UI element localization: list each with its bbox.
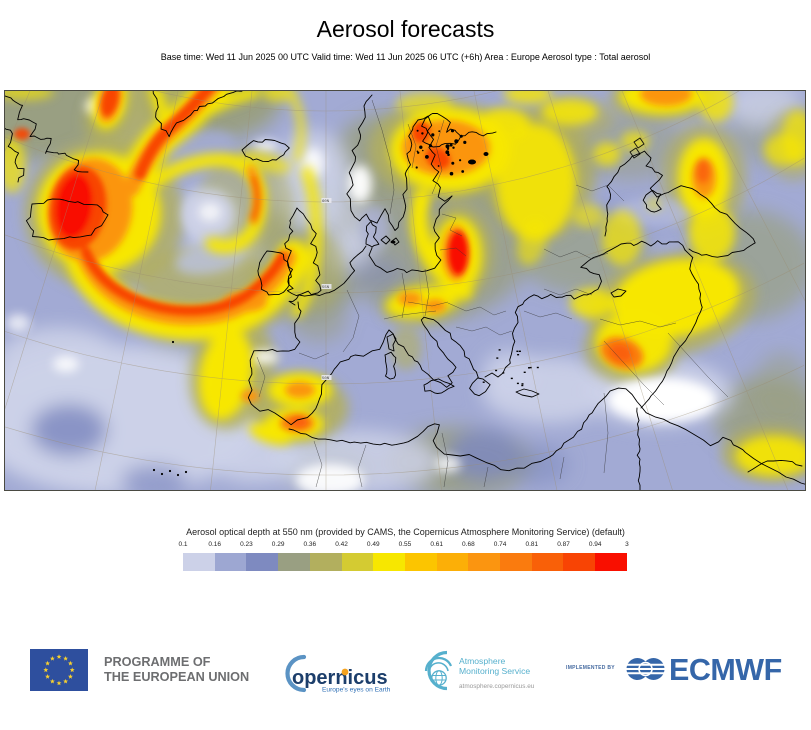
svg-text:Atmosphere: Atmosphere [459,656,506,666]
svg-text:Europe's eyes on Earth: Europe's eyes on Earth [322,687,390,694]
svg-text:ECMWF: ECMWF [669,657,782,683]
svg-text:55N: 55N [322,286,330,290]
svg-text:opernicus: opernicus [292,667,388,689]
svg-text:atmosphere.copernicus.eu: atmosphere.copernicus.eu [459,683,535,690]
svg-text:60N: 60N [322,200,330,204]
svg-text:50N: 50N [322,377,330,381]
svg-text:Monitoring Service: Monitoring Service [459,666,530,676]
